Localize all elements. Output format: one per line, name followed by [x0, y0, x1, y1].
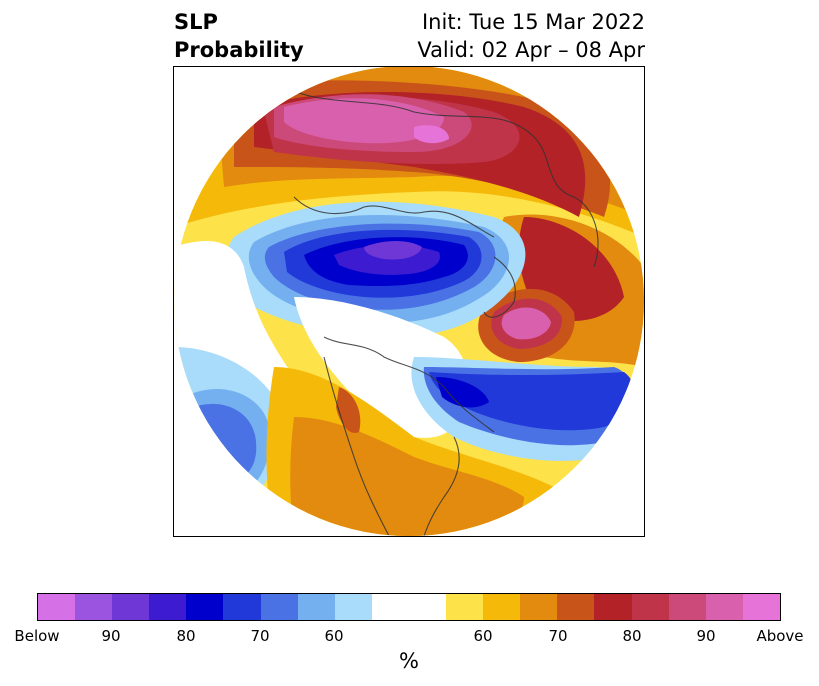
- probability-field: [174, 67, 644, 536]
- colorbar-tick-label: 70: [548, 627, 568, 645]
- valid-range: Valid: 02 Apr – 08 Apr: [417, 38, 645, 62]
- warm-core-above: [414, 125, 449, 144]
- colorbar-cell: [75, 594, 113, 620]
- colorbar-tick-label: Above: [756, 627, 804, 645]
- us-east-coast: [423, 436, 460, 536]
- cold-region-90: [364, 241, 422, 260]
- colorbar-cell: [557, 594, 595, 620]
- greenland-coast: [483, 256, 516, 318]
- title-line-2: Probability: [174, 38, 304, 62]
- arctic-coast: [293, 196, 495, 238]
- map-svg: [174, 67, 644, 536]
- colorbar-cell: [371, 594, 409, 620]
- init-date: Init: Tue 15 Mar 2022: [421, 10, 645, 34]
- colorbar-cell: [149, 594, 187, 620]
- colorbar-cell: [631, 594, 669, 620]
- atlantic-cold-75: [429, 372, 635, 431]
- colorbar: [37, 593, 781, 621]
- colorbar-cell: [594, 594, 632, 620]
- colorbar-cell: [186, 594, 224, 620]
- colorbar-cell: [742, 594, 780, 620]
- colorbar-tick-label: 90: [696, 627, 716, 645]
- us-warm-70: [290, 417, 524, 536]
- colorbar-cell: [408, 594, 447, 620]
- eurasia-coast: [283, 86, 599, 268]
- colorbar-tick-label: 80: [176, 627, 196, 645]
- colorbar-cell: [260, 594, 298, 620]
- colorbar-cell: [705, 594, 743, 620]
- colorbar-cell: [668, 594, 706, 620]
- colorbar-cell: [334, 594, 372, 620]
- colorbar-tick-label: 70: [250, 627, 270, 645]
- map-dates: Init: Tue 15 Mar 2022 Valid: 02 Apr – 08 …: [417, 8, 645, 64]
- atlantic-cold-80: [436, 377, 489, 408]
- colorbar-cell: [520, 594, 558, 620]
- us-west-coast: [323, 356, 390, 536]
- coastlines: [283, 86, 599, 536]
- colorbar-tick-label: 90: [101, 627, 121, 645]
- warm-core-95: [284, 98, 444, 144]
- colorbar-unit: %: [399, 649, 419, 673]
- probability-map: [173, 66, 645, 537]
- atlantic-warm-95: [501, 307, 551, 340]
- colorbar-cell: [38, 594, 76, 620]
- colorbar-tick-label: 80: [622, 627, 642, 645]
- map-title: SLP Probability: [174, 8, 304, 64]
- colorbar-cell: [483, 594, 521, 620]
- colorbar-cell: [112, 594, 150, 620]
- colorbar-tick-label: 60: [324, 627, 344, 645]
- title-line-1: SLP: [174, 10, 218, 34]
- colorbar-cell: [297, 594, 335, 620]
- canada-coast: [323, 336, 495, 433]
- colorbar-cell: [446, 594, 484, 620]
- colorbar-tick-label: Below: [14, 627, 60, 645]
- colorbar-cell: [223, 594, 261, 620]
- colorbar-tick-label: 60: [473, 627, 493, 645]
